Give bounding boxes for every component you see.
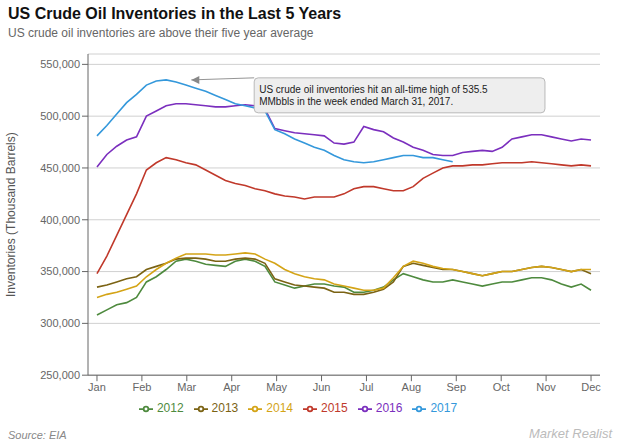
html-text:2013: 2013: [211, 401, 239, 416]
svg-text:Apr: Apr: [223, 381, 240, 393]
svg-text:400,000: 400,000: [40, 214, 80, 226]
svg-text:Oct: Oct: [493, 381, 510, 393]
svg-text:Jun: Jun: [313, 381, 331, 393]
html-text:2017: 2017: [430, 401, 458, 416]
html-text:2014: 2014: [266, 401, 293, 416]
html-text:2016: 2016: [375, 401, 403, 416]
html-text:2012: 2012: [156, 401, 184, 416]
svg-text:250,000: 250,000: [40, 369, 80, 381]
svg-text:Sep: Sep: [446, 381, 466, 393]
svg-text:300,000: 300,000: [40, 317, 80, 329]
html-text:US Crude Oil Inventories in th: US Crude Oil Inventories in the Last 5 Y…: [8, 5, 342, 22]
svg-text:Jan: Jan: [88, 381, 106, 393]
svg-text:500,000: 500,000: [40, 110, 80, 122]
svg-text:450,000: 450,000: [40, 162, 80, 174]
html-text:US crude oil inventories are a: US crude oil inventories are above their…: [8, 26, 314, 40]
svg-text:Feb: Feb: [132, 381, 151, 393]
svg-text:US crude oil inventories hit a: US crude oil inventories hit an all-time…: [259, 84, 488, 108]
svg-text:May: May: [266, 381, 287, 393]
html-text:Source: EIA: Source: EIA: [8, 429, 67, 441]
svg-text:Aug: Aug: [402, 381, 422, 393]
svg-text:Jul: Jul: [359, 381, 373, 393]
html-text:2015: 2015: [321, 401, 348, 416]
svg-text:350,000: 350,000: [40, 265, 80, 277]
svg-text:Nov: Nov: [536, 381, 556, 393]
svg-text:Dec: Dec: [581, 381, 601, 393]
html-text:Market Realist: Market Realist: [528, 426, 612, 441]
svg-text:Mar: Mar: [177, 381, 196, 393]
svg-text:550,000: 550,000: [40, 58, 80, 70]
svg-text:Inventories (Thousand Barrels): Inventories (Thousand Barrels): [8, 132, 18, 297]
